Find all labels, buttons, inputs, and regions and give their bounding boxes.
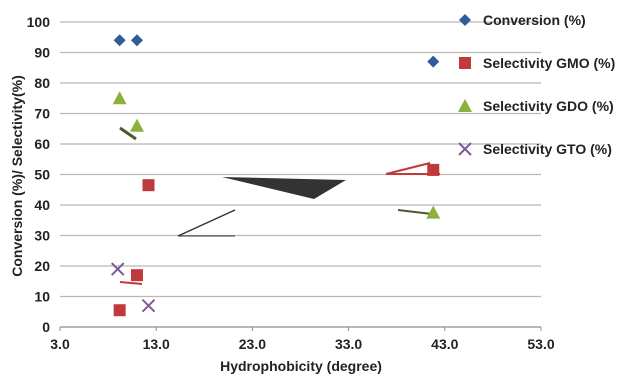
y-tick-label: 60 (34, 136, 50, 152)
data-point (141, 298, 156, 313)
artifact-line (177, 209, 236, 237)
data-point (130, 269, 143, 282)
gridlines (60, 21, 541, 298)
data-point (111, 262, 125, 276)
legend-marker-stroke (458, 142, 472, 156)
y-tick-label: 30 (34, 228, 50, 244)
y-tick-label: 90 (34, 45, 50, 61)
data-point (113, 34, 126, 47)
data-point-stroke (141, 298, 156, 313)
artifact-line (385, 162, 431, 175)
axes: 0 10 20 30 40 50 60 70 80 90 100 3.0 13.0 23.0 33.0 43.… (27, 14, 555, 352)
y-tick-label: 0 (42, 319, 50, 335)
legend-marker (458, 142, 472, 156)
legend-marker (459, 14, 471, 26)
legend-marker (458, 99, 472, 112)
legend: Conversion (%) Selectivity GMO (%) Selecti… (458, 12, 615, 157)
data-point (427, 55, 440, 68)
legend-label: Selectivity GMO (%) (483, 55, 615, 71)
x-tick-label: 23.0 (239, 336, 266, 352)
legend-label: Selectivity GTO (%) (483, 141, 612, 157)
data-point (113, 304, 126, 317)
data-point (426, 205, 441, 219)
data-point (130, 34, 143, 47)
x-axis-label: Hydrophobicity (degree) (220, 358, 382, 374)
data-point (142, 179, 155, 192)
artifact-line (119, 281, 143, 285)
y-axis-label: Conversion (%)/ Selectivity(%) (9, 75, 25, 277)
y-tick-label: 10 (34, 289, 50, 305)
x-tick-label: 53.0 (527, 336, 554, 352)
x-tick-label: 3.0 (50, 336, 70, 352)
data-point (112, 91, 127, 105)
legend-label: Conversion (%) (483, 12, 586, 28)
x-tick-label: 13.0 (143, 336, 170, 352)
legend-label: Selectivity GDO (%) (483, 98, 614, 114)
y-tick-label: 100 (27, 14, 51, 30)
x-tick-label: 33.0 (335, 336, 362, 352)
artifact-strokes (119, 126, 440, 285)
x-tick-label: 43.0 (431, 336, 458, 352)
artifact-line (119, 126, 137, 141)
y-tick-label: 80 (34, 75, 50, 91)
artifact-wedge (222, 177, 346, 199)
artifact-line (397, 209, 433, 215)
data-marks (111, 34, 441, 317)
legend-marker (459, 57, 471, 69)
y-tick-label: 50 (34, 167, 50, 183)
y-tick-label: 40 (34, 197, 50, 213)
data-point (129, 118, 144, 132)
y-tick-label: 20 (34, 258, 50, 274)
data-point-stroke (111, 262, 125, 276)
data-point (427, 163, 440, 176)
y-tick-label: 70 (34, 106, 50, 122)
